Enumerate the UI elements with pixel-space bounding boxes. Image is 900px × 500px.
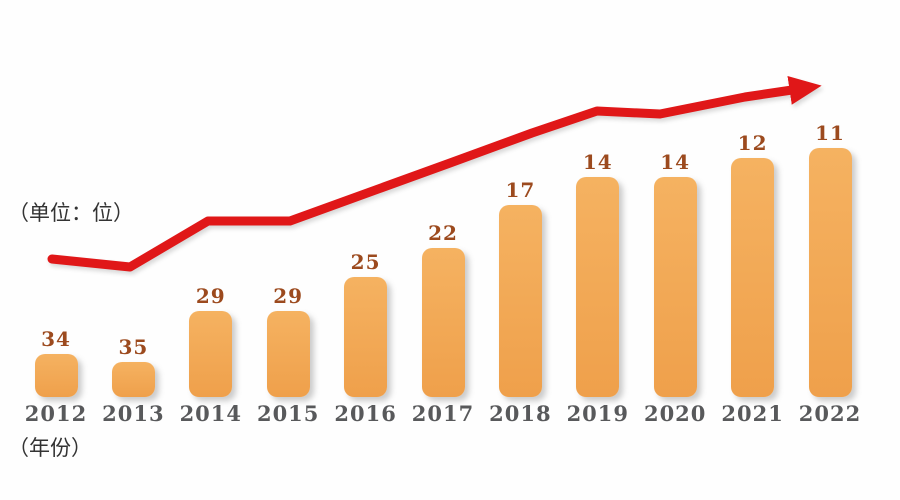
bar [653, 177, 697, 397]
bar-year-label: 2013 [102, 401, 165, 426]
bar-year-label: 2017 [411, 401, 475, 426]
bar-year-label: 2020 [643, 401, 707, 426]
bar-value-label: 14 [582, 150, 613, 174]
bar-year-label: 2022 [798, 401, 862, 426]
bar-year-label: 2015 [256, 401, 320, 426]
bar [111, 362, 155, 397]
bar-value-label: 25 [350, 250, 381, 274]
bar-value-label: 29 [273, 284, 304, 308]
bar-year-label: 2012 [24, 401, 88, 426]
bar-year-label: 2016 [334, 401, 397, 426]
bar [421, 248, 465, 397]
bar-year-label: 2014 [179, 401, 243, 426]
bar-value-label: 29 [195, 284, 226, 308]
bar-value-label: 22 [428, 221, 458, 245]
unit-label: （单位：位） [8, 201, 134, 225]
bar [266, 311, 310, 397]
bar-year-label: 2019 [566, 401, 630, 426]
bar [576, 177, 620, 397]
bar-value-label: 35 [118, 335, 149, 359]
bar-value-label: 12 [737, 131, 768, 155]
bar-value-label: 11 [815, 121, 845, 145]
bar [498, 205, 542, 397]
bar [808, 148, 852, 397]
bar [731, 158, 775, 397]
bar [189, 311, 233, 397]
bar-year-label: 2021 [721, 401, 784, 426]
bar-value-label: 34 [41, 327, 71, 351]
bar-value-label: 17 [505, 178, 536, 202]
bar [344, 277, 388, 397]
bar [34, 354, 78, 397]
bar-value-label: 14 [660, 150, 691, 174]
bar-year-label: 2018 [489, 401, 552, 426]
x-axis-label: （年份） [8, 436, 92, 460]
